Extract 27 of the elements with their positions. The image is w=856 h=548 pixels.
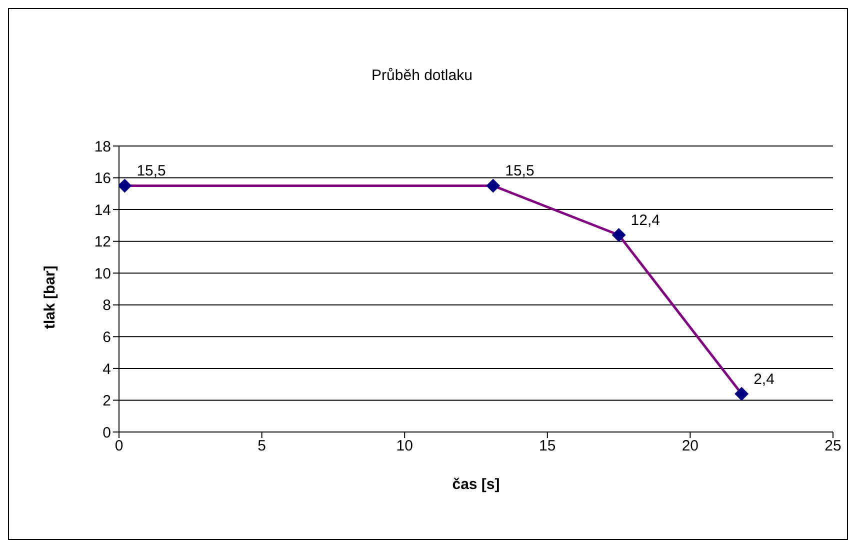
point [612, 228, 626, 242]
data-label: 15,5 [136, 162, 166, 180]
chart-title: Průběh dotlaku [370, 67, 474, 84]
data-label: 2,4 [754, 370, 774, 388]
y-tick-label: 4 [102, 360, 111, 378]
y-tick-label: 16 [94, 170, 111, 188]
point [734, 386, 749, 401]
x-tick-label: 15 [539, 438, 556, 455]
x-axis-title: čas [s] [452, 476, 500, 493]
data-label: 12,4 [630, 212, 660, 229]
y-tick-label: 10 [94, 265, 111, 282]
y-tick-label: 2 [102, 392, 111, 410]
y-tick-label: 6 [102, 328, 111, 346]
x-tick-label: 25 [824, 438, 842, 455]
data-label: 15,5 [505, 162, 534, 180]
point [486, 178, 500, 193]
point [119, 178, 132, 193]
x-tick-label: 0 [114, 438, 124, 455]
x-tick-label: 5 [258, 438, 266, 455]
y-tick-label: 8 [102, 297, 111, 314]
y-axis-title: tlak [bar] [41, 266, 58, 329]
y-tick-label: 12 [94, 234, 111, 251]
x-tick-label: 20 [682, 438, 699, 455]
y-tick-label: 14 [94, 202, 111, 219]
x-tick-label: 10 [396, 438, 413, 455]
y-tick-label: 0 [102, 424, 111, 442]
y-tick-label: 18 [94, 138, 111, 156]
